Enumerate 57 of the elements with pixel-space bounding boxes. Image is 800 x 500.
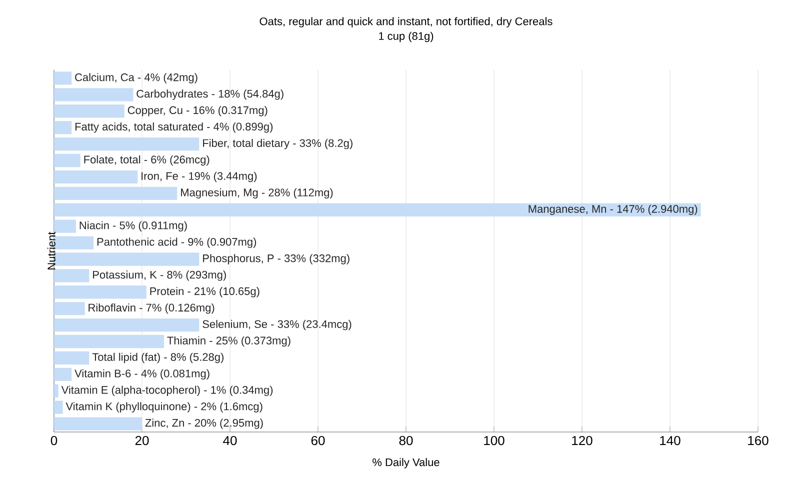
bar — [54, 302, 85, 316]
y-tick-label: Folate, total - 6% (26mcg) — [84, 155, 210, 166]
x-tick-label: 160 — [748, 436, 768, 446]
bar — [54, 220, 76, 233]
bar — [54, 72, 72, 85]
bar — [54, 121, 72, 134]
y-tick-label: Riboflavin - 7% (0.126mg) — [88, 303, 214, 314]
chart-subtitle: 1 cup (81g) — [379, 32, 434, 42]
y-tick-label: Vitamin E (alpha-tocopherol) - 1% (0.34mg) — [61, 386, 273, 396]
bar — [54, 170, 138, 184]
y-tick-label: Pantothenic acid - 9% (0.907mg) — [97, 238, 256, 248]
chart-title: Oats, regular and quick and instant, not fortified, dry Cereals — [260, 17, 552, 28]
x-tick-label: 0 — [50, 436, 58, 446]
bar — [54, 334, 164, 348]
x-tick-label: 40 — [223, 436, 237, 446]
bar — [54, 186, 178, 200]
y-axis-title: Nutrient — [47, 232, 56, 270]
bar — [54, 154, 80, 168]
x-tick-label: 140 — [660, 436, 680, 446]
y-tick-label: Vitamin K (phylloquinone) - 2% (1.6mcg) — [66, 402, 262, 412]
bar — [54, 384, 58, 398]
x-tick-label: 100 — [484, 436, 504, 446]
bar — [54, 269, 90, 282]
y-tick-label: Total lipid (fat) - 8% (5.28g) — [92, 352, 224, 364]
x-tick-label: 120 — [572, 436, 592, 446]
y-tick-label: Carbohydrates - 18% (54.84g) — [136, 90, 284, 100]
bar — [54, 236, 94, 250]
bar — [54, 286, 146, 299]
bar — [54, 417, 142, 430]
bar — [54, 252, 200, 266]
y-tick-label: Phosphorus, P - 33% (332mg) — [203, 254, 350, 264]
y-tick-label: Magnesium, Mg - 28% (112mg) — [181, 188, 333, 199]
y-tick-label: Vitamin B-6 - 4% (0.081mg) — [74, 369, 210, 380]
y-tick-label: Copper, Cu - 16% (0.317mg) — [128, 106, 268, 116]
bar — [54, 88, 134, 102]
bar — [54, 104, 124, 118]
bar — [54, 351, 90, 365]
y-tick-label: Niacin - 5% (0.911mg) — [80, 221, 187, 232]
y-tick-label: Potassium, K - 8% (293mg) — [93, 270, 226, 281]
y-tick-label: Protein - 21% (10.65g) — [150, 287, 260, 298]
y-tick-label: Zinc, Zn - 20% (2.95mg) — [145, 418, 263, 429]
y-tick-label: Selenium, Se - 33% (23.4mcg) — [202, 320, 352, 330]
y-tick-label: Calcium, Ca - 4% (42mg) — [75, 73, 198, 84]
bar — [54, 203, 701, 216]
y-tick-label: Fiber, total dietary - 33% (8.2g) — [203, 138, 352, 150]
bar — [54, 368, 72, 381]
y-tick-label: Iron, Fe - 19% (3.44mg) — [142, 172, 257, 182]
x-tick-label: 20 — [135, 436, 149, 446]
y-tick-label: Manganese, Mn - 147% (2.940mg) — [528, 204, 698, 215]
bar — [54, 137, 200, 151]
bar — [54, 400, 63, 414]
bar — [54, 318, 200, 332]
y-tick-label: Thiamin - 25% (0.373mg) — [167, 336, 290, 347]
x-tick-label: 60 — [311, 436, 325, 446]
x-tick-label: 80 — [399, 436, 413, 446]
y-tick-label: Fatty acids, total saturated - 4% (0.899g) — [75, 122, 273, 133]
x-axis-title: % Daily Value — [372, 458, 440, 468]
